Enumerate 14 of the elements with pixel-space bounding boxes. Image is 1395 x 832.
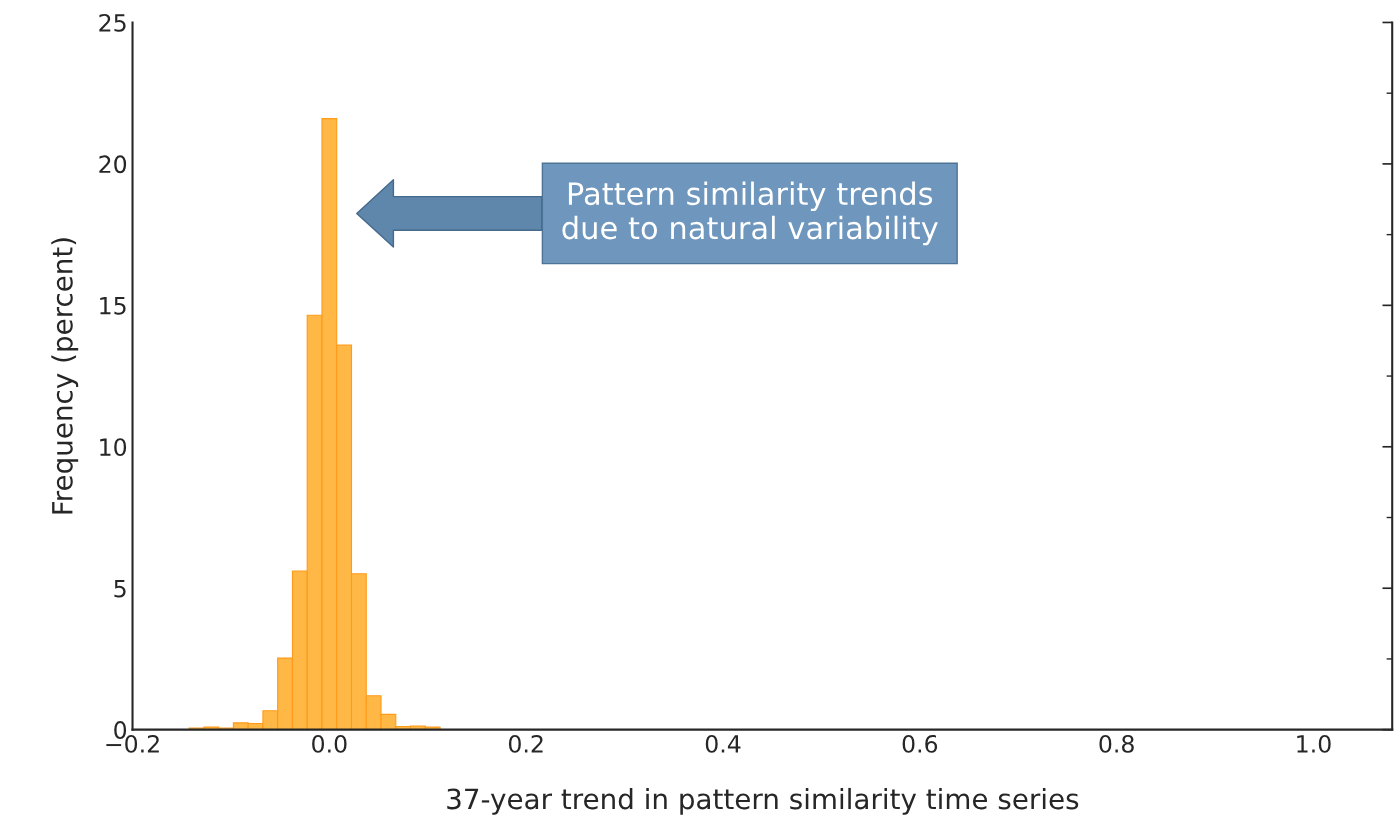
x-tick-label: 0.0 [312,734,347,753]
x-tick-label: 0.6 [902,734,938,753]
y-tick-label: 25 [99,13,126,32]
y-tick-label: 15 [100,297,126,315]
y-axis-title: Frequency (percent) [51,238,79,514]
x-tick-label: 0.4 [705,734,741,753]
x-tick-label: 0.8 [1099,734,1134,753]
x-axis-title: 37-year trend in pattern similarity time series [447,787,1079,815]
y-tick-label: 5 [114,579,126,598]
y-tick-label: 20 [99,155,127,174]
x-tick-label: 0.2 [508,734,543,753]
annotation: Pattern similarity trends due to natural variability [562,181,938,246]
x-tick-label: 1.0 [1297,734,1331,753]
y-tick-label: 10 [100,438,127,457]
